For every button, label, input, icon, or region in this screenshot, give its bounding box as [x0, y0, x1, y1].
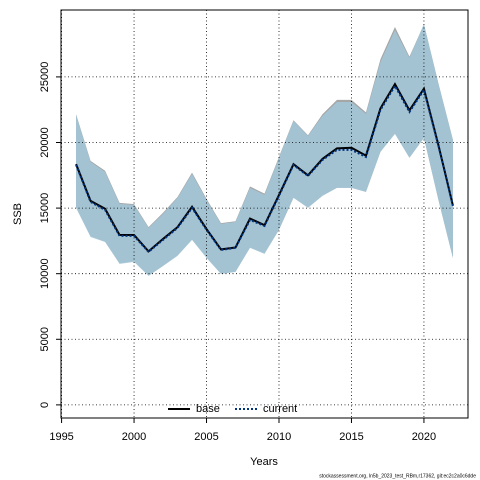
x-tick-label: 2020	[412, 431, 436, 443]
series-line	[75, 83, 454, 254]
x-axis-label: Years	[250, 456, 278, 468]
y-tick-label: 5000	[39, 327, 51, 351]
footnote: stockassessment.org, ln5b_2023_test_RBm,…	[319, 473, 476, 479]
y-tick-label: 20000	[39, 127, 51, 158]
y-axis-label: SSB	[12, 203, 24, 225]
y-tick-label: 15000	[39, 193, 51, 224]
x-tick-label: 1995	[49, 431, 73, 443]
confidence-band	[76, 23, 453, 276]
y-tick-label: 25000	[39, 62, 51, 93]
y-tick-label: 10000	[39, 258, 51, 289]
legend-label: base	[196, 403, 220, 415]
plot-frame	[60, 9, 469, 419]
legend-label: current	[263, 403, 297, 415]
x-tick-label: 2015	[339, 431, 363, 443]
x-tick-label: 2010	[267, 431, 291, 443]
x-tick-label: 2005	[194, 431, 218, 443]
x-tick-label: 2000	[122, 431, 146, 443]
y-tick-label: 0	[39, 402, 51, 408]
